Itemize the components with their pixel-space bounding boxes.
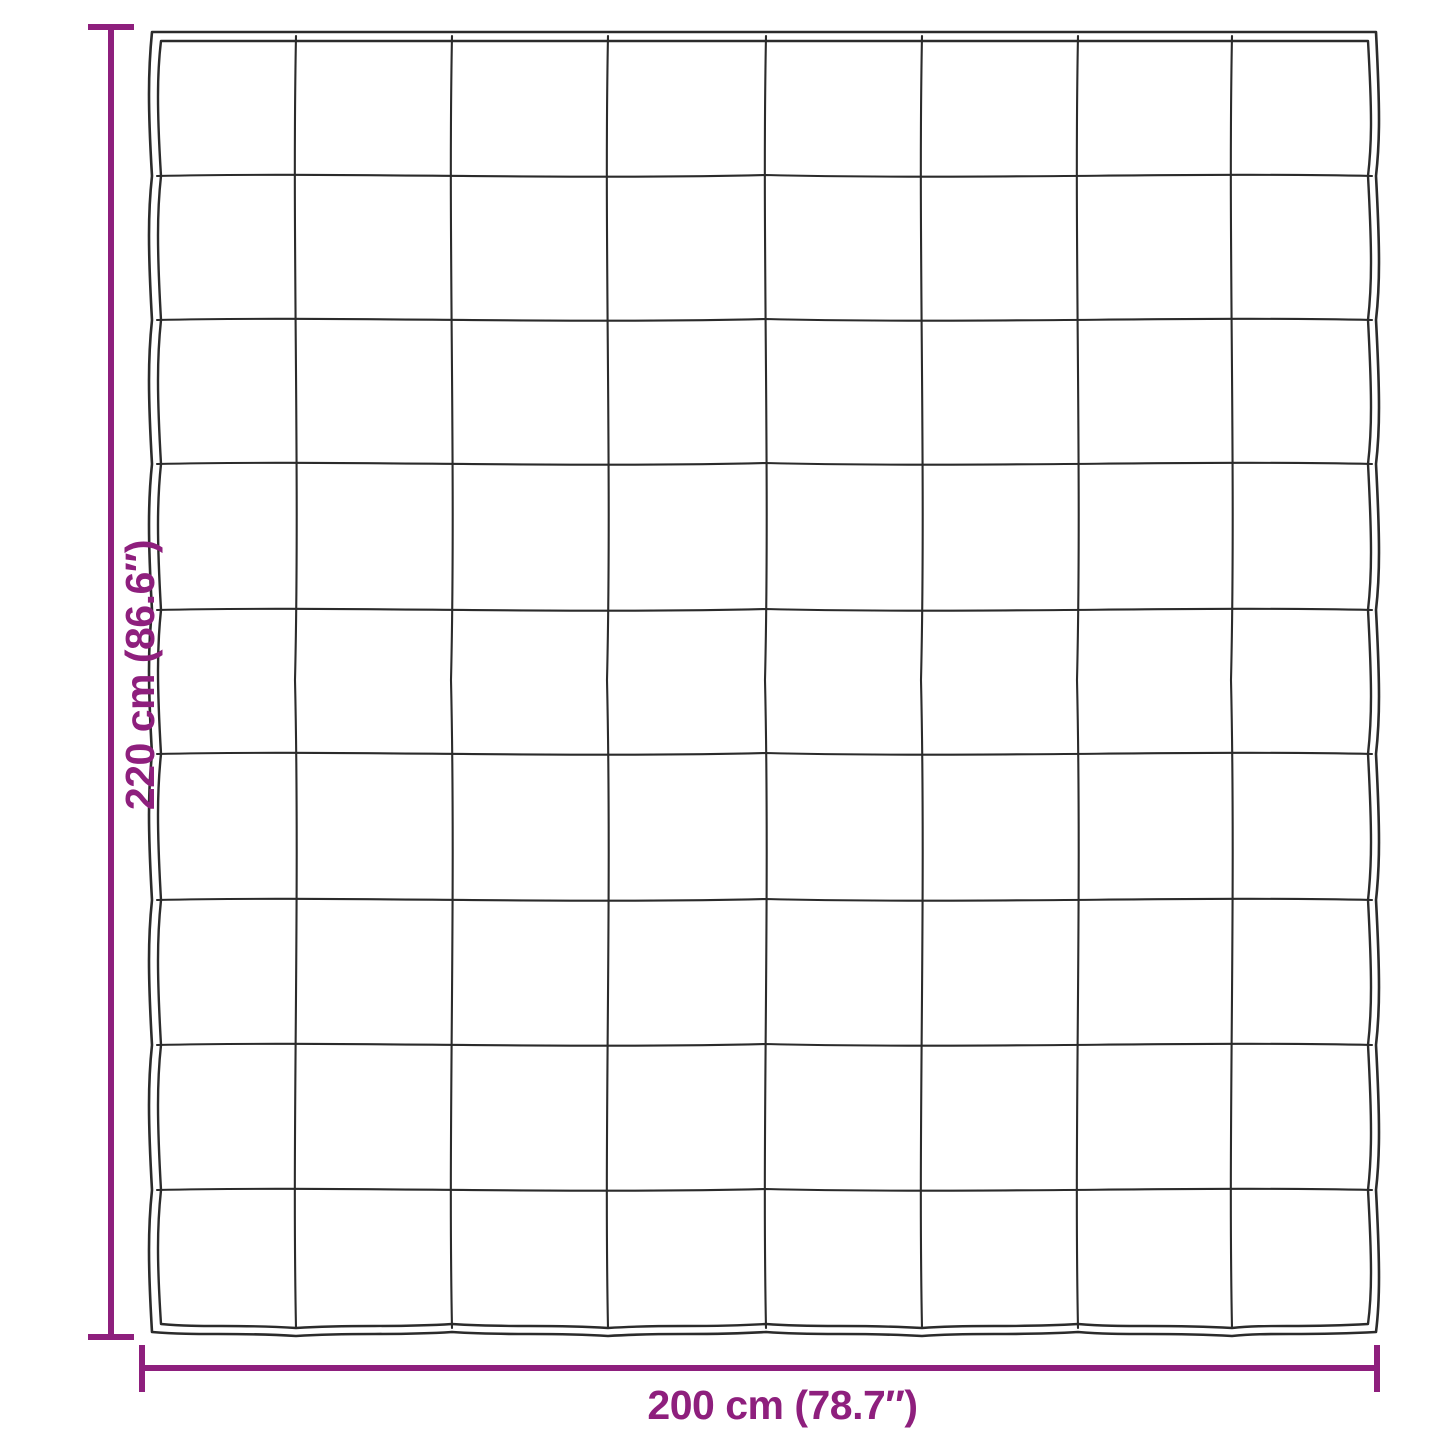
height-dimension-label: 220 cm (86.6″) <box>117 539 163 811</box>
height-dimension-line <box>88 24 134 1340</box>
stitch-row-line <box>155 607 1374 612</box>
stitch-col-line <box>919 34 924 1330</box>
stitch-row-line <box>155 461 1374 466</box>
quilt-vertical-stitch-lines <box>293 34 1234 1330</box>
stitch-row-line <box>155 1042 1374 1047</box>
quilt-outer-hem-line <box>147 30 1381 1338</box>
stitch-col-line <box>763 34 768 1330</box>
stitch-col-line <box>1075 34 1080 1330</box>
width-dimension-line <box>139 1345 1380 1392</box>
stitch-col-line <box>449 34 454 1330</box>
dimension-lines <box>88 24 1380 1392</box>
stitch-row-line <box>155 897 1374 902</box>
stitch-row-line <box>155 751 1374 756</box>
width-dimension-label: 200 cm (78.7″) <box>647 1382 918 1428</box>
stitch-col-line <box>605 34 610 1330</box>
quilt-illustration <box>147 30 1381 1338</box>
stitch-col-line <box>1229 34 1234 1330</box>
stitch-row-line <box>155 317 1374 322</box>
stitch-col-line <box>293 34 298 1330</box>
